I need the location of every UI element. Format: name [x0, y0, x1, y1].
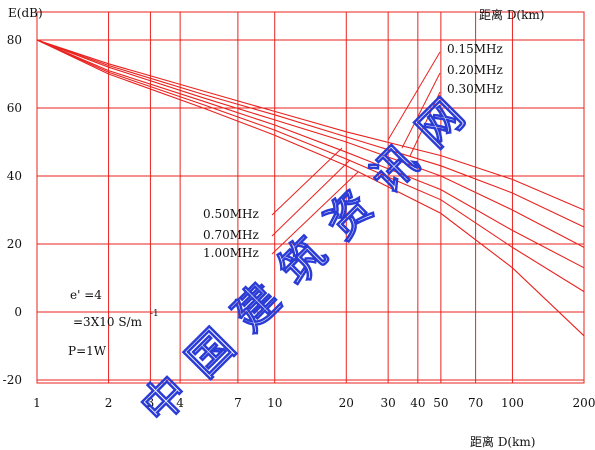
- x-tick-label: 40: [410, 396, 425, 410]
- series-line-0.70MHz: [36, 39, 585, 293]
- leader-line: [409, 91, 441, 157]
- x-tick-label: 50: [433, 396, 448, 410]
- x-tick-label: 100: [501, 396, 524, 410]
- freq-label-0-20: 0.20MHz: [447, 63, 503, 77]
- y-tick-label: 20: [7, 237, 22, 251]
- param-conductivity: =3X10 S/m: [73, 315, 142, 329]
- y-tick-label: 0: [14, 305, 22, 319]
- series-group: [36, 39, 585, 337]
- watermark-char: 中: [131, 366, 198, 433]
- watermark-char: 资: [315, 182, 382, 249]
- freq-label-0-15: 0.15MHz: [447, 42, 503, 56]
- x-axis-title-top: 距离 D(km): [479, 8, 545, 22]
- leader-line: [401, 72, 441, 149]
- plot-frame: [36, 11, 585, 384]
- leader-line: [271, 171, 359, 255]
- x-tick-label: 70: [468, 396, 483, 410]
- x-tick-label: 20: [339, 396, 354, 410]
- freq-label-0-50: 0.50MHz: [203, 207, 259, 221]
- x-tick-label: 30: [381, 396, 396, 410]
- series-line-0.50MHz: [36, 39, 585, 269]
- y-tick-label: 80: [7, 33, 22, 47]
- watermark-char: 建: [223, 274, 290, 341]
- x-tick-label: 10: [267, 396, 282, 410]
- tick-labels: 1 2 3 4 7 10 20 30 40 50 70 100 200 -20 0 20 40 60 80: [3, 33, 595, 410]
- x-tick-label: 4: [176, 396, 184, 410]
- watermark-char: 网: [407, 90, 474, 157]
- series-line-0.20MHz: [36, 39, 585, 228]
- y-axis-title: E(dB): [8, 6, 43, 20]
- y-tick-label: 40: [7, 169, 22, 183]
- grid: [36, 11, 585, 384]
- label-leader-lines: [271, 51, 441, 255]
- param-conductivity-exponent: -1: [150, 309, 159, 319]
- x-tick-label: 1: [33, 396, 41, 410]
- series-line-0.15MHz: [36, 39, 585, 211]
- watermark-char: 国: [177, 320, 244, 387]
- y-tick-label: 60: [7, 101, 22, 115]
- freq-label-0-30: 0.30MHz: [447, 82, 503, 96]
- x-axis-title: 距离 D(km): [470, 435, 536, 449]
- y-tick-label: -20: [3, 373, 22, 387]
- param-power: P=1W: [68, 344, 107, 358]
- param-permittivity: e' =4: [70, 288, 102, 302]
- freq-label-0-70: 0.70MHz: [203, 228, 259, 242]
- freq-label-1-00: 1.00MHz: [203, 246, 259, 260]
- leader-line: [271, 159, 351, 237]
- x-tick-label: 7: [234, 396, 242, 410]
- series-line-1.00MHz: [36, 39, 585, 337]
- x-tick-label: 2: [105, 396, 113, 410]
- x-tick-label: 200: [573, 396, 595, 410]
- leader-line: [387, 51, 441, 141]
- x-tick-label: 3: [147, 396, 155, 410]
- watermark-char: 筑: [269, 228, 336, 295]
- series-line-0.30MHz: [36, 39, 585, 248]
